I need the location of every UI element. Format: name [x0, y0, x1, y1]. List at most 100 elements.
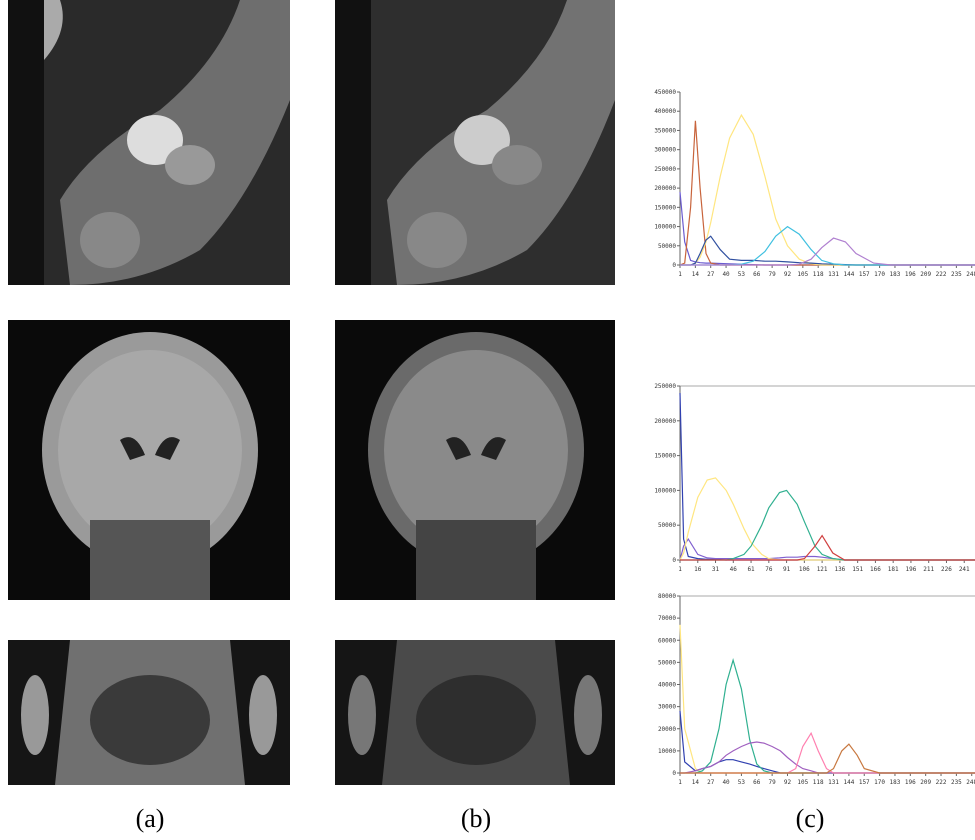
image-a3	[8, 640, 290, 785]
y-tick-label: 10000	[658, 748, 676, 755]
x-tick-label: 144	[843, 271, 854, 278]
x-tick-label: 157	[859, 271, 870, 278]
histogram-line	[680, 235, 975, 266]
x-tick-label: 196	[905, 271, 916, 278]
x-tick-label: 91	[783, 566, 791, 573]
y-tick-label: 0	[672, 557, 676, 564]
x-tick-label: 92	[784, 779, 792, 786]
y-tick-label: 450000	[654, 89, 676, 96]
y-tick-label: 100000	[654, 487, 676, 494]
x-tick-label: 1	[678, 271, 682, 278]
histogram-line	[680, 489, 975, 561]
x-tick-label: 76	[765, 566, 773, 573]
y-tick-label: 0	[672, 262, 676, 269]
x-tick-label: 183	[890, 271, 901, 278]
histogram-line	[680, 225, 975, 266]
image-b3	[335, 640, 615, 785]
x-tick-label: 235	[951, 779, 962, 786]
image-b1	[335, 0, 615, 285]
x-tick-label: 211	[923, 566, 934, 573]
y-tick-label: 200000	[654, 418, 676, 425]
x-tick-label: 79	[769, 271, 777, 278]
y-tick-label: 20000	[658, 726, 676, 733]
x-tick-label: 40	[722, 779, 730, 786]
y-tick-label: 400000	[654, 108, 676, 115]
x-tick-label: 157	[859, 779, 870, 786]
x-tick-label: 151	[852, 566, 863, 573]
x-tick-label: 235	[951, 271, 962, 278]
x-tick-label: 166	[870, 566, 881, 573]
histogram-line	[679, 392, 975, 561]
y-tick-label: 60000	[658, 637, 676, 644]
histogram-line	[680, 741, 975, 774]
y-tick-label: 30000	[658, 704, 676, 711]
y-tick-label: 0	[672, 770, 676, 777]
y-tick-label: 50000	[658, 522, 676, 529]
x-tick-label: 105	[797, 271, 808, 278]
x-tick-label: 136	[834, 566, 845, 573]
y-tick-label: 150000	[654, 204, 676, 211]
x-tick-label: 16	[694, 566, 702, 573]
x-tick-label: 131	[828, 271, 839, 278]
x-tick-label: 196	[905, 779, 916, 786]
x-tick-label: 131	[828, 779, 839, 786]
y-tick-label: 70000	[658, 615, 676, 622]
x-tick-label: 222	[936, 779, 947, 786]
histogram-line	[680, 237, 975, 266]
y-tick-label: 80000	[658, 593, 676, 600]
x-tick-label: 14	[692, 271, 700, 278]
y-tick-label: 250000	[654, 383, 676, 390]
x-tick-label: 1	[678, 779, 682, 786]
x-tick-label: 106	[799, 566, 810, 573]
x-tick-label: 27	[707, 779, 715, 786]
x-tick-label: 118	[813, 779, 824, 786]
y-tick-label: 300000	[654, 147, 676, 154]
image-b2	[335, 320, 615, 600]
x-tick-label: 66	[753, 271, 761, 278]
x-tick-label: 61	[747, 566, 755, 573]
x-tick-label: 209	[920, 271, 931, 278]
panel-label: (c)	[796, 804, 825, 833]
x-tick-label: 105	[797, 779, 808, 786]
x-tick-label: 53	[738, 779, 746, 786]
x-tick-label: 209	[920, 779, 931, 786]
x-tick-label: 27	[707, 271, 715, 278]
x-tick-label: 79	[769, 779, 777, 786]
x-tick-label: 66	[753, 779, 761, 786]
x-tick-label: 118	[813, 271, 824, 278]
plot-frame	[679, 385, 975, 561]
y-tick-label: 40000	[658, 682, 676, 689]
x-tick-label: 1	[678, 566, 682, 573]
y-tick-label: 250000	[654, 166, 676, 173]
y-tick-label: 50000	[658, 243, 676, 250]
x-tick-label: 53	[738, 271, 746, 278]
plot-frame	[679, 595, 975, 774]
x-tick-label: 241	[959, 566, 970, 573]
image-a1	[8, 0, 290, 285]
y-tick-label: 100000	[654, 224, 676, 231]
x-tick-label: 121	[817, 566, 828, 573]
image-a2	[8, 320, 290, 600]
x-tick-label: 226	[941, 566, 952, 573]
x-tick-label: 222	[936, 271, 947, 278]
x-tick-label: 248	[966, 271, 975, 278]
histogram-line	[680, 534, 975, 561]
x-tick-label: 181	[888, 566, 899, 573]
x-tick-label: 170	[874, 271, 885, 278]
histogram-line	[680, 731, 975, 774]
x-tick-label: 144	[843, 779, 854, 786]
y-tick-label: 50000	[658, 659, 676, 666]
x-tick-label: 183	[890, 779, 901, 786]
y-tick-label: 200000	[654, 185, 676, 192]
x-tick-label: 14	[692, 779, 700, 786]
histogram-line	[679, 710, 975, 774]
histogram-line	[679, 537, 975, 561]
x-tick-label: 46	[730, 566, 738, 573]
y-tick-label: 350000	[654, 127, 676, 134]
panel-label: (a)	[136, 804, 165, 833]
x-tick-label: 248	[966, 779, 975, 786]
histogram-line	[680, 658, 975, 774]
histogram-line	[679, 477, 975, 561]
x-tick-label: 31	[712, 566, 720, 573]
